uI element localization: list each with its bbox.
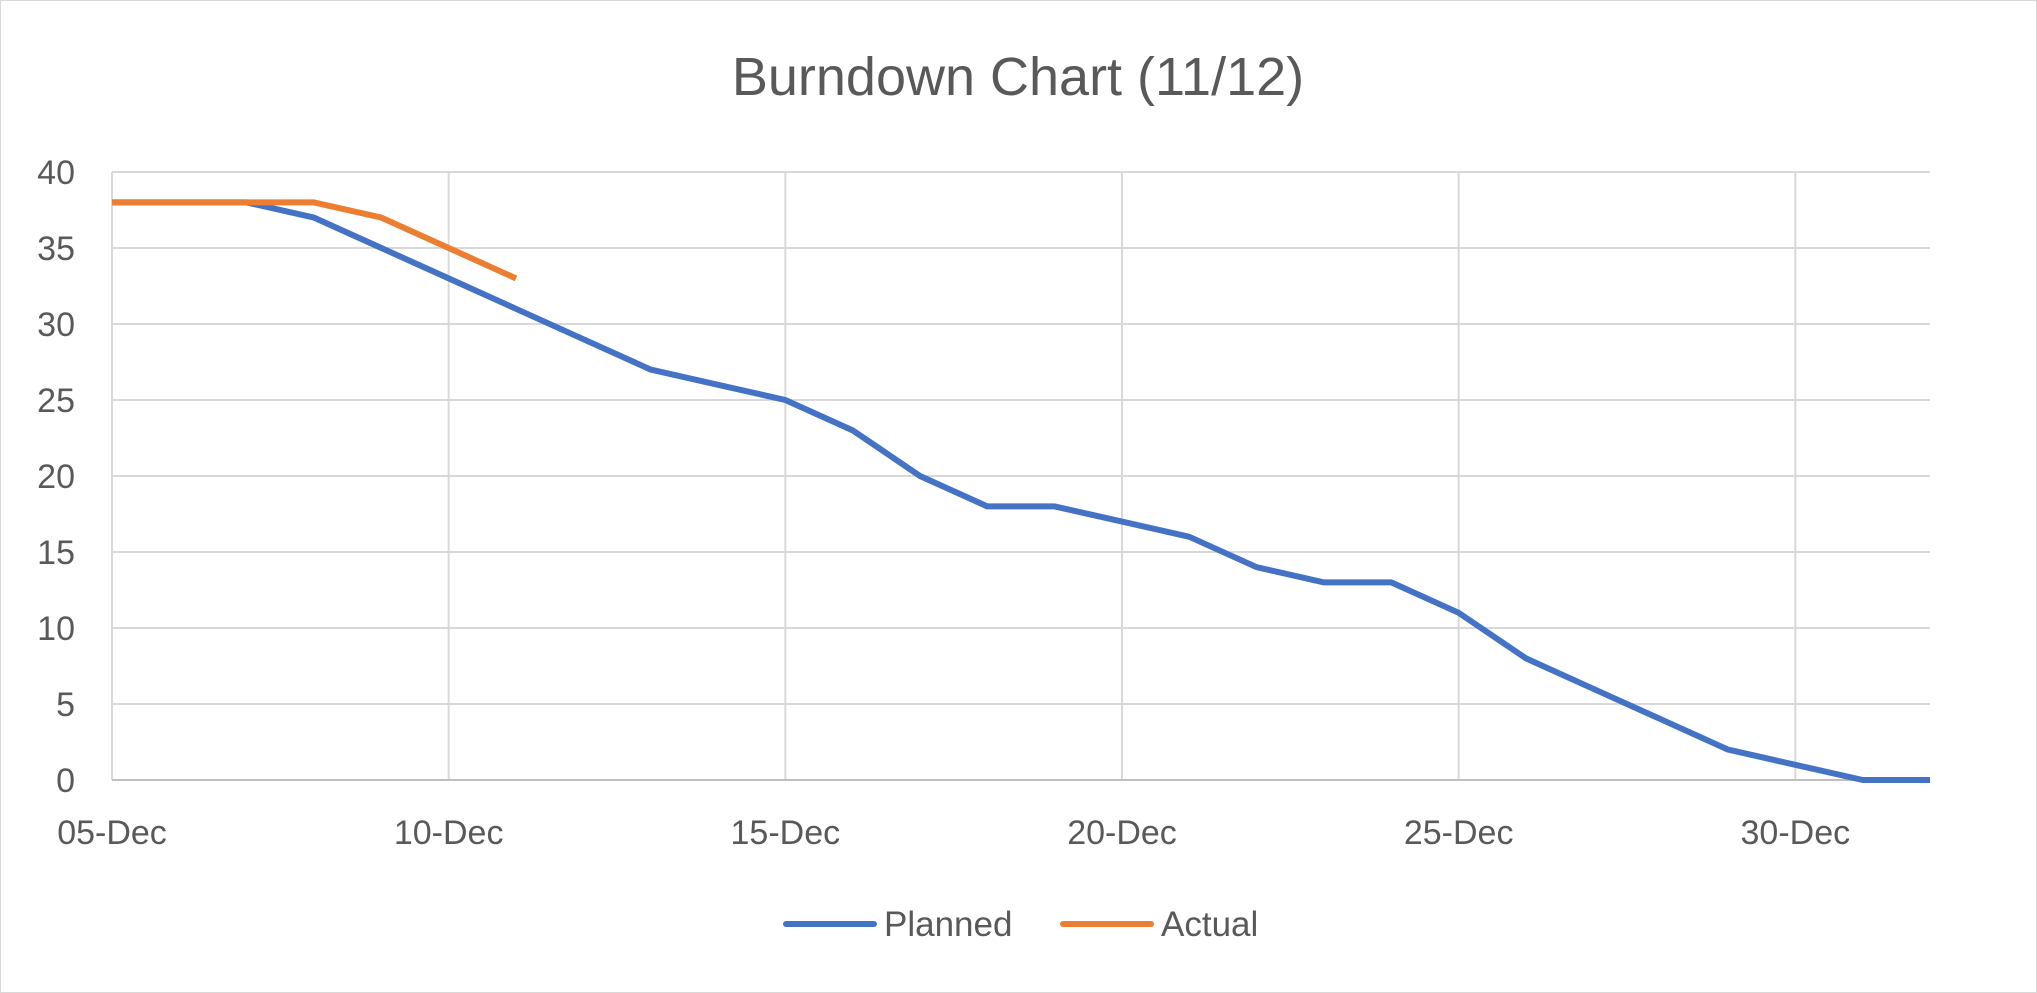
x-tick-label: 05-Dec xyxy=(57,814,167,852)
legend-label: Planned xyxy=(884,905,1012,944)
y-tick-label: 30 xyxy=(37,306,75,344)
axis-layer xyxy=(111,172,1930,781)
series-line-actual xyxy=(112,199,518,282)
tick-labels: 0 5 10 15 20 25 30 35 40 05-Dec 10-Dec 15-Dec 20-Dec… xyxy=(37,154,1850,852)
x-tick-label: 25-Dec xyxy=(1404,814,1514,852)
y-tick-label: 5 xyxy=(56,686,75,724)
y-tick-label: 25 xyxy=(37,382,75,420)
y-tick-label: 35 xyxy=(37,230,75,268)
legend: Planned Actual xyxy=(783,905,1258,944)
y-tick-label: 40 xyxy=(37,154,75,192)
y-tick-label: 0 xyxy=(56,762,75,800)
y-tick-label: 15 xyxy=(37,534,75,572)
x-tick-label: 10-Dec xyxy=(394,814,504,852)
grid-layer xyxy=(112,171,1930,780)
x-tick-label: 15-Dec xyxy=(731,814,841,852)
legend-item-actual: Actual xyxy=(1060,905,1258,944)
x-tick-label: 30-Dec xyxy=(1741,814,1851,852)
series-line-planned xyxy=(112,199,1930,783)
y-tick-label: 20 xyxy=(37,458,75,496)
y-tick-label: 10 xyxy=(37,610,75,648)
chart-title: Burndown Chart (11/12) xyxy=(732,47,1304,107)
x-tick-label: 20-Dec xyxy=(1067,814,1177,852)
legend-label: Actual xyxy=(1161,905,1258,944)
series-layer xyxy=(112,199,1930,783)
legend-item-planned: Planned xyxy=(783,905,1012,944)
